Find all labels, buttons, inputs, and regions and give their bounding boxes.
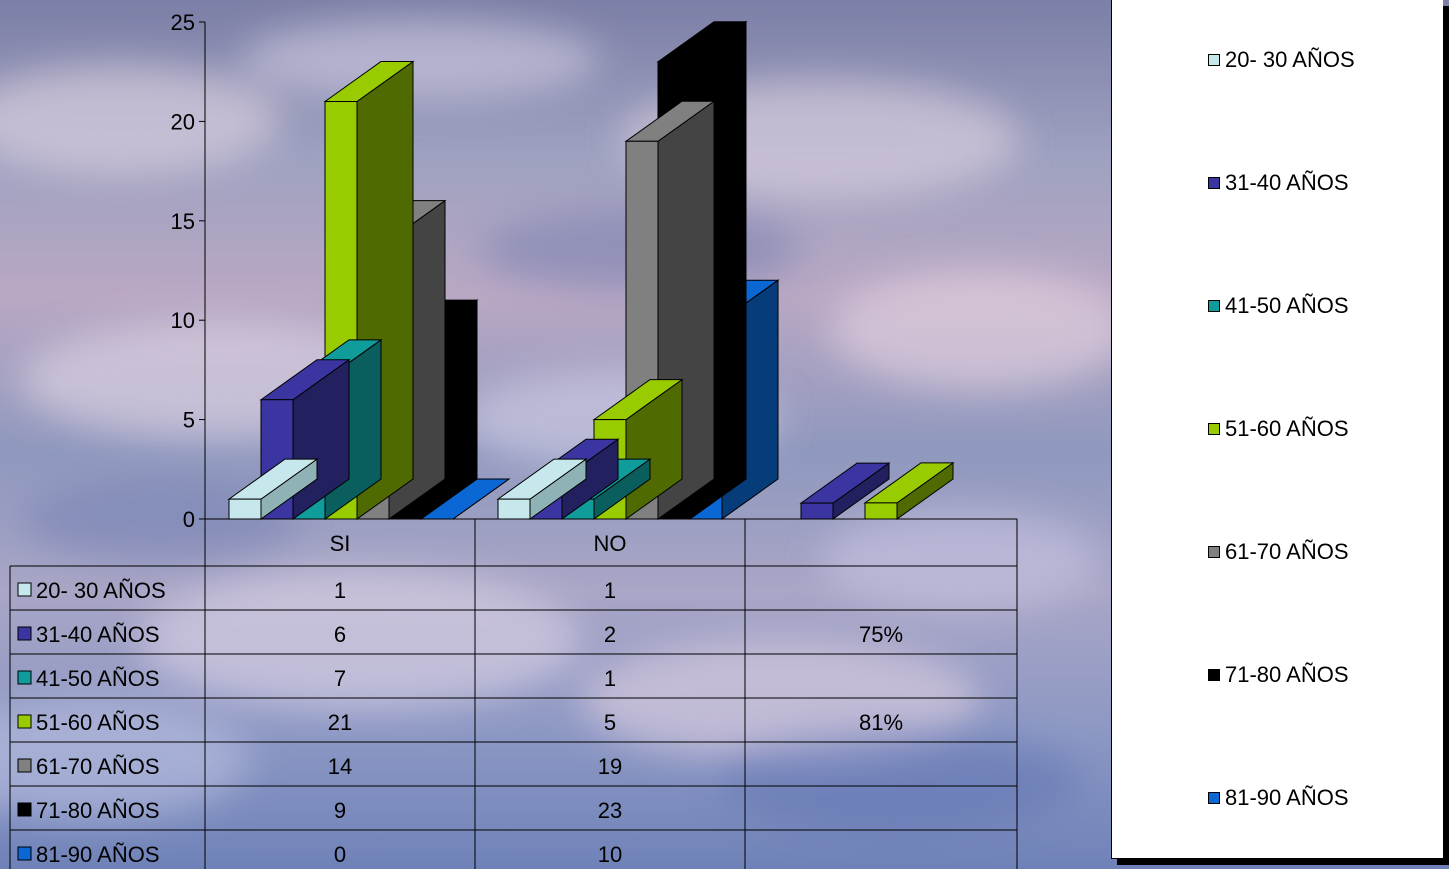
bars-layer xyxy=(227,20,955,520)
table-row-label: 51-60 AÑOS xyxy=(36,710,160,735)
legend-swatch-icon xyxy=(17,802,32,817)
legend-item: 20- 30 AÑOS xyxy=(1208,47,1355,73)
y-tick-label: 0 xyxy=(183,507,195,532)
bar xyxy=(863,461,955,520)
table-header-cell: SI xyxy=(330,531,351,556)
table-row-label: 61-70 AÑOS xyxy=(36,754,160,779)
legend-label: 71-80 AÑOS xyxy=(1225,662,1349,687)
legend-swatch-icon xyxy=(1208,669,1220,681)
table-cell: 1 xyxy=(334,578,346,603)
legend-label: 81-90 AÑOS xyxy=(1225,785,1349,810)
bar-front xyxy=(800,502,834,520)
table-cell: 7 xyxy=(334,666,346,691)
legend-item: 71-80 AÑOS xyxy=(1208,662,1349,688)
table-cell: 9 xyxy=(334,798,346,823)
table-cell: 6 xyxy=(334,622,346,647)
legend-swatch-icon xyxy=(1208,300,1220,312)
legend-label: 61-70 AÑOS xyxy=(1225,539,1349,564)
table-row-label: 41-50 AÑOS xyxy=(36,666,160,691)
table-cell: 19 xyxy=(598,754,622,779)
data-table: SI NO 20- 30 AÑOS 1 1 31-40 AÑOS 6 2 75% 41-50 AÑ… xyxy=(9,518,1018,869)
legend-swatch-icon xyxy=(1208,177,1220,189)
table-row-label: 31-40 AÑOS xyxy=(36,622,160,647)
table-cell: 75% xyxy=(859,622,903,647)
table-cell: 23 xyxy=(598,798,622,823)
y-tick-label: 25 xyxy=(171,10,195,35)
legend: 20- 30 AÑOS 31-40 AÑOS 41-50 AÑOS 51-60 AÑO… xyxy=(1111,0,1443,859)
legend-swatch-icon xyxy=(1208,546,1220,558)
table-cell: 5 xyxy=(604,710,616,735)
table-cell: 81% xyxy=(859,710,903,735)
legend-swatch-icon xyxy=(1208,423,1220,435)
table-row-label: 20- 30 AÑOS xyxy=(36,578,166,603)
table-cell: 14 xyxy=(328,754,352,779)
legend-swatch-icon xyxy=(17,714,32,729)
legend-swatch-icon xyxy=(17,846,32,861)
bar-front xyxy=(228,498,262,520)
table-header-cell: NO xyxy=(594,531,627,556)
table-row-label: 71-80 AÑOS xyxy=(36,798,160,823)
table-row-label: 81-90 AÑOS xyxy=(36,842,160,867)
bar xyxy=(227,458,319,520)
table-cell: 0 xyxy=(334,842,346,867)
table-cell: 1 xyxy=(604,578,616,603)
y-tick-label: 5 xyxy=(183,408,195,433)
legend-swatch-icon xyxy=(17,626,32,641)
table-cell: 1 xyxy=(604,666,616,691)
legend-label: 41-50 AÑOS xyxy=(1225,293,1349,318)
table-cell: 21 xyxy=(328,710,352,735)
table-cell: 2 xyxy=(604,622,616,647)
legend-swatch-icon xyxy=(17,582,32,597)
bar xyxy=(496,458,588,520)
legend-item: 51-60 AÑOS xyxy=(1208,416,1349,442)
y-tick-label: 10 xyxy=(171,308,195,333)
y-tick-label: 20 xyxy=(171,109,195,134)
legend-item: 31-40 AÑOS xyxy=(1208,170,1349,196)
legend-item: 81-90 AÑOS xyxy=(1208,785,1349,811)
legend-swatch-icon xyxy=(1208,792,1220,804)
legend-label: 51-60 AÑOS xyxy=(1225,416,1349,441)
bar-front xyxy=(864,502,898,520)
bar-front xyxy=(497,498,531,520)
y-axis: 0 5 10 15 20 25 xyxy=(171,10,206,532)
table-cell: 10 xyxy=(598,842,622,867)
legend-label: 31-40 AÑOS xyxy=(1225,170,1349,195)
legend-item: 61-70 AÑOS xyxy=(1208,539,1349,565)
y-tick-label: 15 xyxy=(171,209,195,234)
legend-label: 20- 30 AÑOS xyxy=(1225,47,1355,72)
legend-item: 41-50 AÑOS xyxy=(1208,293,1349,319)
legend-swatch-icon xyxy=(1208,54,1220,66)
legend-swatch-icon xyxy=(17,758,32,773)
bar xyxy=(799,462,891,520)
legend-swatch-icon xyxy=(17,670,32,685)
